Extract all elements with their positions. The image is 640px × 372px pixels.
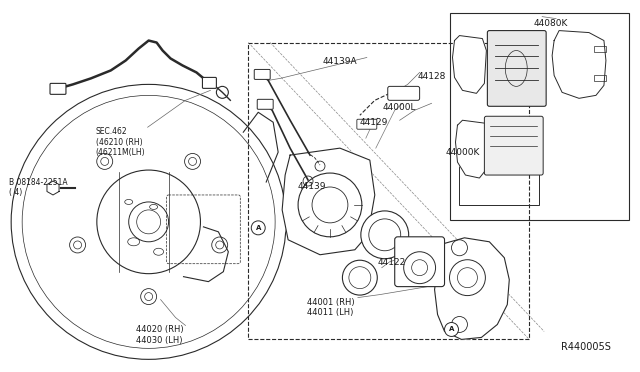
- Text: 44020 (RH)
44030 (LH): 44020 (RH) 44030 (LH): [136, 326, 183, 345]
- Polygon shape: [282, 148, 375, 255]
- FancyBboxPatch shape: [254, 70, 270, 79]
- FancyBboxPatch shape: [488, 31, 546, 106]
- Text: R440005S: R440005S: [561, 342, 611, 352]
- Circle shape: [298, 173, 362, 237]
- Ellipse shape: [342, 260, 378, 295]
- Text: 44080K: 44080K: [533, 19, 568, 28]
- Polygon shape: [452, 36, 486, 93]
- Bar: [594, 45, 606, 51]
- Text: 44139A: 44139A: [323, 58, 358, 67]
- Bar: [594, 76, 606, 81]
- Text: 44000K: 44000K: [445, 148, 480, 157]
- Text: 44122: 44122: [378, 258, 406, 267]
- FancyBboxPatch shape: [50, 83, 66, 94]
- Polygon shape: [47, 181, 59, 195]
- Polygon shape: [552, 31, 606, 98]
- Polygon shape: [435, 238, 509, 339]
- Text: A: A: [255, 225, 261, 231]
- FancyBboxPatch shape: [388, 86, 420, 100]
- Text: 44000L: 44000L: [383, 103, 416, 112]
- Polygon shape: [456, 120, 490, 178]
- FancyBboxPatch shape: [395, 237, 445, 286]
- Text: SEC.462
(46210 (RH)
(46211M(LH): SEC.462 (46210 (RH) (46211M(LH): [96, 127, 145, 157]
- FancyBboxPatch shape: [357, 119, 377, 129]
- Text: 44001 (RH)
44011 (LH): 44001 (RH) 44011 (LH): [307, 298, 355, 317]
- FancyBboxPatch shape: [202, 77, 216, 89]
- FancyBboxPatch shape: [484, 116, 543, 175]
- Text: 44128: 44128: [418, 73, 446, 81]
- Text: 44129: 44129: [360, 118, 388, 127]
- Text: A: A: [449, 327, 454, 333]
- Circle shape: [445, 323, 458, 336]
- Ellipse shape: [361, 211, 409, 259]
- FancyBboxPatch shape: [257, 99, 273, 109]
- Text: B 08184-2251A
( 4): B 08184-2251A ( 4): [9, 178, 68, 198]
- Circle shape: [252, 221, 265, 235]
- Text: 44139: 44139: [297, 182, 326, 191]
